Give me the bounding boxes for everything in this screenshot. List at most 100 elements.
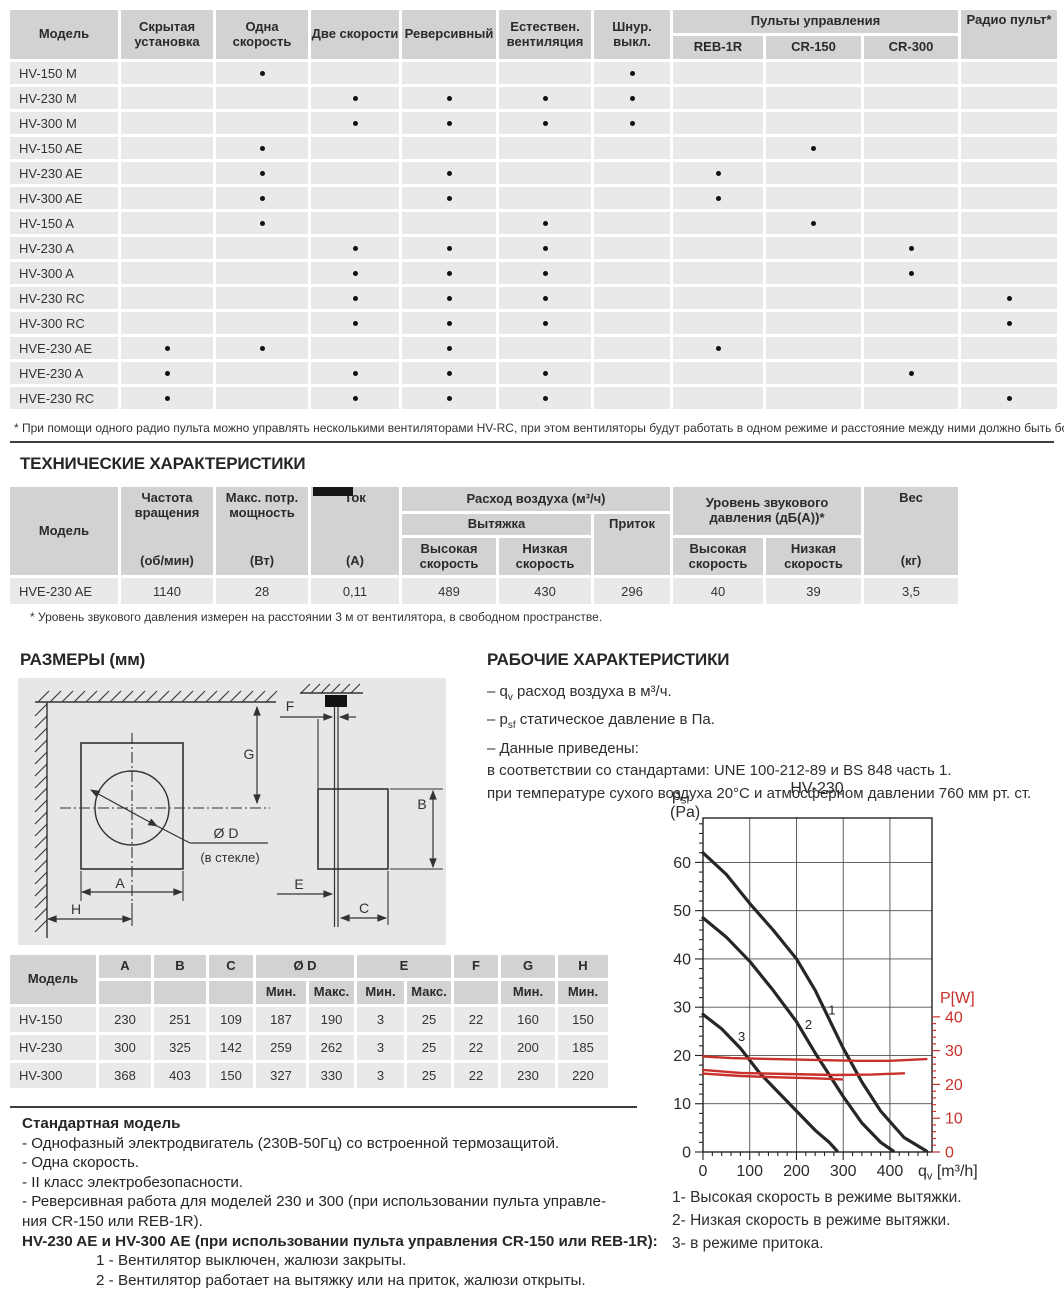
feature-cell bbox=[121, 112, 213, 134]
tech-footnote: * Уровень звукового давления измерен на … bbox=[30, 610, 603, 624]
dims-subheader-D-max: Макс. bbox=[309, 981, 354, 1004]
hatch-line bbox=[310, 683, 321, 694]
x-axis-tick-label: 400 bbox=[877, 1163, 904, 1180]
fan-side-outline bbox=[317, 788, 389, 870]
standard-model-line: - II класс электробезопасности. bbox=[22, 1173, 244, 1191]
feature-cell bbox=[594, 262, 670, 284]
feature-cell bbox=[499, 362, 591, 384]
feature-cell bbox=[766, 162, 861, 184]
feature-dot bbox=[908, 245, 914, 251]
feature-dot bbox=[715, 170, 721, 176]
hatch-line bbox=[133, 690, 146, 703]
tech-row-current: 0,11 bbox=[311, 578, 399, 604]
feature-cell bbox=[311, 137, 399, 159]
feature-cell bbox=[673, 337, 763, 359]
feature-cell bbox=[766, 337, 861, 359]
table-row-model: HV-230 M bbox=[10, 87, 118, 109]
feature-cell bbox=[961, 162, 1057, 184]
column-header-cr-150: CR-150 bbox=[766, 36, 861, 59]
feature-cell bbox=[311, 62, 399, 84]
hatch-line bbox=[49, 690, 62, 703]
hatch-line bbox=[97, 690, 110, 703]
feature-dot bbox=[352, 95, 358, 101]
legend-line: 1- Высокая скорость в режиме вытяжки. bbox=[672, 1189, 962, 1206]
curve-label: 3 bbox=[738, 1029, 745, 1044]
dims-header-D: Ø D bbox=[256, 955, 354, 978]
dims-header-G: G bbox=[501, 955, 555, 978]
feature-dot bbox=[542, 295, 548, 301]
hatch-line bbox=[181, 690, 194, 703]
column-header-radio-remote: Радио пульт* bbox=[961, 10, 1057, 59]
feature-cell bbox=[499, 62, 591, 84]
table-row-model: HV-300 AE bbox=[10, 187, 118, 209]
dims-subheader-H-min: Мин. bbox=[558, 981, 608, 1004]
x-axis-tick-label: 100 bbox=[736, 1163, 763, 1180]
feature-dot bbox=[542, 220, 548, 226]
performance-chart: HV-230 0 10 20 30 40 50 60 0 100 200 300 400 0 10 20 30 4… bbox=[670, 780, 978, 1183]
y-axis-tick-label: 40 bbox=[673, 951, 691, 968]
note-text: при температуре сухого воздуха 20°С и ат… bbox=[487, 784, 1032, 802]
feature-cell bbox=[673, 87, 763, 109]
feature-cell bbox=[402, 112, 496, 134]
feature-cell bbox=[594, 62, 670, 84]
feature-dot bbox=[352, 395, 358, 401]
hatch-line bbox=[330, 683, 341, 694]
feature-cell bbox=[121, 137, 213, 159]
curve-label: 1 bbox=[828, 1002, 835, 1017]
diagram-lines bbox=[35, 692, 443, 938]
feature-dot bbox=[1006, 295, 1012, 301]
table-row-model: HV-300 bbox=[10, 1063, 96, 1088]
note-line: при температуре сухого воздуха 20°С и ат… bbox=[487, 783, 1031, 805]
tech-header-weight: Вес (кг) bbox=[864, 487, 958, 575]
x-axis-tick-label: 0 bbox=[699, 1163, 708, 1180]
feature-cell bbox=[766, 312, 861, 334]
table-row-model: HVE-230 A bbox=[10, 362, 118, 384]
table-row-model: HV-300 A bbox=[10, 262, 118, 284]
feature-cell bbox=[961, 187, 1057, 209]
table-row-model: HV-150 A bbox=[10, 212, 118, 234]
note-line: – Данные приведены: bbox=[487, 738, 1031, 760]
feature-dot bbox=[542, 320, 548, 326]
feature-cell bbox=[121, 312, 213, 334]
dimension-value-cell: 150 bbox=[558, 1007, 608, 1032]
tech-header-exhaust-high: Высокая скорость bbox=[402, 538, 496, 575]
tech-row-rpm: 1140 bbox=[121, 578, 213, 604]
feature-cell bbox=[402, 387, 496, 409]
standard-model-line: ния CR-150 или REB-1R). bbox=[22, 1212, 203, 1230]
dim-label-F: F bbox=[286, 698, 295, 714]
performance-notes: – qv расход воздуха в м³/ч. – psf статиче… bbox=[487, 681, 1031, 805]
tech-header-weight-unit: (кг) bbox=[900, 553, 922, 569]
feature-cell bbox=[216, 287, 308, 309]
feature-cell bbox=[311, 237, 399, 259]
tech-row-model: HVE-230 AE bbox=[10, 578, 118, 604]
feature-dot bbox=[352, 245, 358, 251]
legend-line: 3- в режиме притока. bbox=[672, 1235, 824, 1252]
dimension-value-cell: 3 bbox=[357, 1063, 404, 1088]
dimension-value-cell: 327 bbox=[256, 1063, 306, 1088]
feature-cell bbox=[766, 362, 861, 384]
feature-cell bbox=[766, 212, 861, 234]
feature-cell bbox=[961, 387, 1057, 409]
standard-model-title: Стандартная модель bbox=[22, 1115, 181, 1132]
feature-dot bbox=[446, 345, 452, 351]
feature-cell bbox=[594, 187, 670, 209]
features-footnote: * При помощи одного радио пульта можно у… bbox=[14, 421, 1064, 435]
feature-cell bbox=[594, 337, 670, 359]
hatch-line bbox=[34, 883, 48, 897]
dimension-value-cell: 150 bbox=[209, 1063, 253, 1088]
hatch-line bbox=[34, 727, 48, 741]
section-divider bbox=[10, 1106, 637, 1108]
feature-dot bbox=[542, 270, 548, 276]
dim-label-H: H bbox=[71, 901, 81, 917]
feature-cell bbox=[121, 237, 213, 259]
tech-row-noise-high: 40 bbox=[673, 578, 763, 604]
feature-cell bbox=[594, 362, 670, 384]
table-row-model: HVE-230 RC bbox=[10, 387, 118, 409]
feature-cell bbox=[673, 387, 763, 409]
table-row-model: HV-300 RC bbox=[10, 312, 118, 334]
feature-dot bbox=[542, 95, 548, 101]
feature-cell bbox=[311, 362, 399, 384]
feature-cell bbox=[864, 187, 958, 209]
empty-header-cell bbox=[99, 981, 151, 1004]
feature-cell bbox=[594, 162, 670, 184]
